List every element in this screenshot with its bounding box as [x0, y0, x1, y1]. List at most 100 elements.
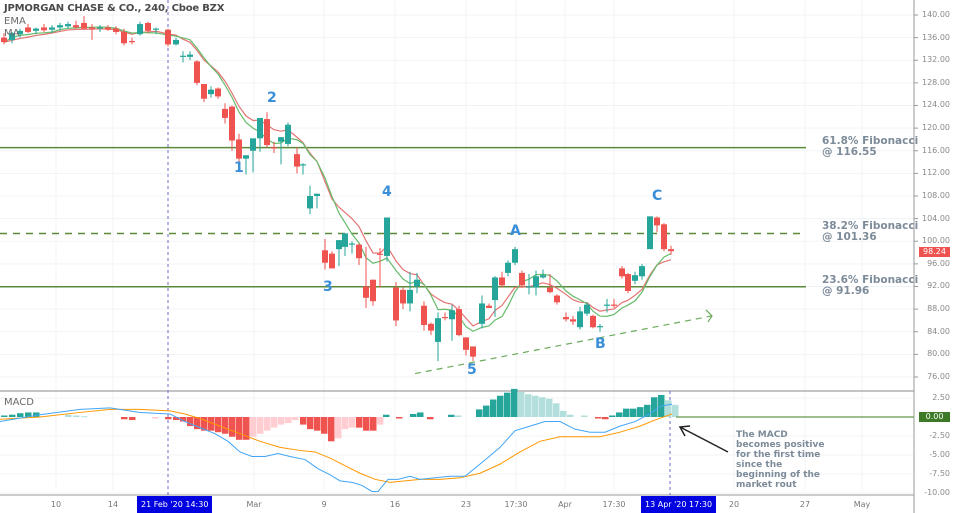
macd-histogram-bar	[257, 417, 264, 434]
price-tick: 116.00	[922, 145, 950, 155]
macd-histogram-bar	[483, 405, 490, 417]
ema-line	[3, 28, 672, 327]
candle-up	[540, 275, 546, 278]
candle-up	[285, 124, 291, 144]
macd-signal-line	[0, 408, 673, 483]
price-tick: 136.00	[922, 32, 950, 42]
macd-histogram-bar	[335, 417, 342, 439]
annotation-arrowhead	[678, 425, 691, 437]
legend-ma[interactable]: MA	[4, 28, 20, 39]
macd-histogram-bar	[180, 417, 187, 422]
crosshair-time-badge-right: 13 Apr '20 17:30	[641, 496, 717, 513]
candle-down	[229, 106, 235, 141]
macd-histogram-bar	[314, 417, 321, 431]
macd-histogram-bar	[455, 415, 462, 417]
time-tick: Mar	[246, 500, 262, 509]
candle-up	[512, 249, 518, 263]
candle-up	[173, 39, 179, 45]
macd-histogram-bar	[665, 400, 672, 417]
macd-histogram-bar	[630, 408, 637, 417]
macd-histogram-bar	[672, 404, 679, 417]
candle-down	[463, 337, 469, 350]
candle-up	[307, 195, 313, 209]
macd-histogram-bar	[560, 410, 567, 417]
wave-label-C: C	[652, 188, 663, 204]
macd-histogram-bar	[623, 408, 630, 417]
candle-up	[479, 303, 485, 324]
price-tick: 112.00	[922, 168, 950, 178]
macd-annotation-note: The MACD becomes positive for the first …	[736, 430, 825, 490]
candle-down	[271, 147, 277, 149]
candle-up	[647, 216, 653, 250]
trendline-arrowhead	[705, 309, 713, 323]
macd-histogram-bar	[215, 417, 222, 433]
macd-histogram-bar	[321, 417, 328, 434]
macd-histogram-bar	[342, 417, 349, 430]
wave-label-5: 5	[467, 362, 477, 378]
macd-histogram-bar	[370, 417, 377, 431]
candle-up	[449, 310, 455, 320]
macd-histogram-bar	[595, 417, 602, 419]
macd-histogram-bar	[504, 392, 511, 417]
candle-up	[65, 24, 71, 27]
candle-up	[384, 217, 390, 256]
time-tick: 9	[321, 500, 327, 509]
price-tick: 80.00	[927, 349, 950, 359]
candle-up	[604, 304, 610, 306]
wave-label-B: B	[595, 336, 606, 352]
macd-histogram-bar	[278, 417, 285, 425]
time-tick: 10	[50, 500, 62, 509]
candle-down	[428, 323, 434, 331]
price-tick: 84.00	[927, 326, 950, 336]
wave-label-4: 4	[382, 184, 392, 200]
macd-tick: -5.00	[929, 450, 950, 459]
chart-title: JPMORGAN CHASE & CO., 240, Cboe BZX	[4, 3, 225, 14]
candle-down	[547, 287, 553, 293]
candle-up	[97, 27, 103, 29]
candle-down	[356, 244, 362, 259]
macd-histogram-bar	[497, 395, 504, 417]
candle-down	[470, 346, 476, 357]
candle-down	[554, 295, 560, 303]
candle-down	[393, 287, 399, 321]
candle-up	[407, 289, 413, 304]
macd-histogram-bar	[9, 414, 16, 417]
macd-histogram-bar	[194, 417, 201, 430]
time-tick: 17:30	[602, 500, 626, 509]
candle-up	[243, 155, 249, 159]
candle-up	[526, 286, 532, 288]
candle-up	[57, 25, 63, 28]
candle-up	[632, 275, 638, 281]
candle-down	[73, 25, 79, 28]
candle-down	[294, 154, 300, 167]
macd-histogram-bar	[1, 415, 8, 417]
macd-histogram-bar	[73, 415, 80, 417]
candle-down	[145, 22, 151, 31]
legend-ema[interactable]: EMA	[4, 16, 26, 27]
time-tick: 16	[389, 500, 401, 509]
macd-histogram-bar	[264, 417, 271, 431]
macd-histogram-bar	[292, 417, 299, 421]
macd-histogram-bar	[511, 388, 518, 417]
candle-up	[187, 54, 193, 57]
macd-histogram-bar	[490, 399, 497, 417]
candle-up	[9, 33, 15, 40]
candle-down	[41, 27, 47, 31]
price-tick: 104.00	[922, 213, 950, 223]
time-tick: 17:30	[504, 500, 528, 509]
candle-down	[129, 41, 135, 43]
candle-down	[661, 224, 667, 250]
candle-down	[165, 29, 171, 45]
time-tick: 23	[460, 500, 472, 509]
macd-label[interactable]: MACD	[4, 397, 34, 408]
time-tick: 27	[799, 500, 811, 509]
time-tick: 14	[107, 500, 119, 509]
candle-down	[421, 305, 427, 325]
candle-up	[597, 326, 603, 328]
macd-histogram-bar	[410, 413, 417, 417]
macd-histogram-bar	[121, 417, 128, 420]
candle-down	[370, 279, 376, 302]
candle-down	[611, 304, 617, 306]
macd-tick: -2.50	[929, 431, 950, 440]
